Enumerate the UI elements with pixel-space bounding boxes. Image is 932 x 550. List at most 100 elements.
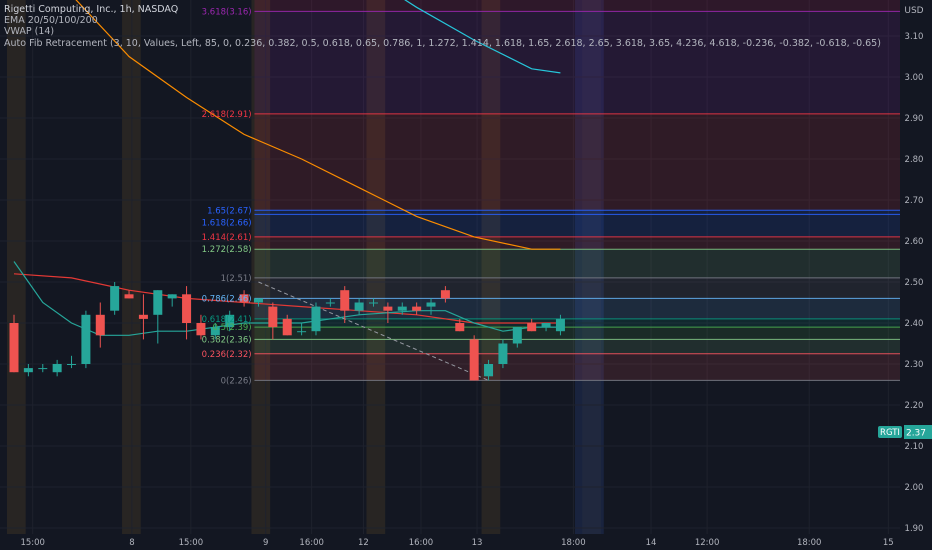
candle-body <box>9 323 19 373</box>
fib-level-label: 1.414(2.61) <box>202 233 252 243</box>
fib-zone <box>254 113 900 211</box>
candle-body <box>397 306 407 311</box>
candle-body <box>81 314 91 364</box>
fib-zone <box>254 210 900 215</box>
fib-level-label: 0.382(2.36) <box>202 335 252 345</box>
indicator-auto-fib[interactable]: Auto Fib Retracement (3, 10, Values, Lef… <box>4 37 881 49</box>
fib-level-label: 0.786(2.46) <box>202 294 252 304</box>
candle-body <box>541 323 551 328</box>
candle-body <box>52 364 62 373</box>
candle-body <box>182 294 192 323</box>
price-tick-label: 2.90 <box>905 114 924 124</box>
time-tick-label: 16:00 <box>409 538 434 548</box>
symbol-badge-label: RGTI <box>880 428 900 438</box>
candle-body <box>340 290 350 311</box>
candle-body <box>455 323 465 332</box>
candle-body <box>167 294 177 299</box>
fib-level-label: 0(2.26) <box>221 376 252 386</box>
fib-labels: 4.618(3.41)4.236(3.32)3.618(3.16)2.618(2… <box>202 7 252 386</box>
time-tick-label: 15 <box>883 538 894 548</box>
price-badge-bg <box>904 425 932 439</box>
time-tick-label: 8 <box>129 538 134 548</box>
fib-level-label: 2.618(2.91) <box>202 110 252 120</box>
indicator-ema[interactable]: EMA 20/50/100/200 <box>4 15 98 27</box>
time-tick-label: 16:00 <box>299 538 324 548</box>
price-tick-label: 2.50 <box>905 278 924 288</box>
price-tick-label: 2.60 <box>905 237 924 247</box>
session-band <box>7 0 26 534</box>
time-tick-label: 9 <box>263 538 268 548</box>
price-tick-label: 2.40 <box>905 319 924 329</box>
time-tick-label: 18:00 <box>561 538 586 548</box>
price-tick-label: 2.10 <box>905 442 924 452</box>
time-tick-label: 15:00 <box>179 538 204 548</box>
candle-body <box>38 368 48 370</box>
indicator-vwap[interactable]: VWAP (14) <box>4 26 55 38</box>
candle-body <box>498 343 508 364</box>
candle-body <box>23 368 33 373</box>
candle-body <box>124 294 134 299</box>
candle-body <box>325 302 335 304</box>
fib-level-label: 0.5(2.39) <box>213 323 252 333</box>
candle-body <box>440 290 450 299</box>
session-band <box>481 0 501 534</box>
time-tick-label: 14 <box>646 538 657 548</box>
session-bands <box>7 0 604 534</box>
candle-body <box>484 364 494 377</box>
candle-body <box>512 327 522 344</box>
candle-body <box>210 327 220 336</box>
price-tick-label: 1.90 <box>905 524 924 534</box>
candle-body <box>555 318 565 332</box>
fib-zone <box>254 249 900 278</box>
fib-level-label: 3.618(3.16) <box>202 7 252 17</box>
currency-label: USD <box>904 6 923 16</box>
ema100-line <box>404 0 561 74</box>
chart-legend: Rigetti Computing, Inc., 1h, NASDAQ EMA … <box>4 4 881 49</box>
candle-body <box>225 314 235 328</box>
fib-zone <box>254 277 900 299</box>
price-tick-label: 3.10 <box>905 32 924 42</box>
fib-level-label: 0.618(2.41) <box>202 315 252 325</box>
fib-zone <box>254 298 900 319</box>
candle-body <box>95 314 105 336</box>
candle-body <box>268 306 278 328</box>
fib-zone <box>254 11 900 114</box>
time-axis[interactable]: 15:00 8 15:00 9 16:00 12 16:00 13 18:00 14 12:00 18… <box>20 538 893 548</box>
ema50-line <box>75 0 561 250</box>
candle-body <box>469 339 479 381</box>
price-axis[interactable]: 1.90 2.00 2.10 2.20 2.30 2.40 2.50 2.60 2.70 2.80… <box>905 0 924 534</box>
grid-lines <box>0 0 900 534</box>
candle-body <box>282 318 292 336</box>
candle-body <box>67 364 77 365</box>
fib-zone <box>254 339 900 354</box>
price-tick-label: 2.20 <box>905 401 924 411</box>
vwap-line <box>13 261 561 336</box>
price-tick-label: 2.00 <box>905 483 924 493</box>
fib-level-label: 1.618(2.66) <box>202 218 252 228</box>
time-tick-label: 12 <box>358 538 369 548</box>
candle-body <box>311 306 321 332</box>
candle-body <box>138 314 148 319</box>
fib-zone <box>254 0 900 12</box>
fib-zone <box>254 327 900 340</box>
fib-zone <box>254 214 900 237</box>
fib-zone <box>254 318 900 328</box>
fib-zone <box>254 236 900 250</box>
candle-body <box>153 290 163 315</box>
price-tick-label: 2.80 <box>905 155 924 165</box>
candle-body <box>253 298 263 303</box>
symbol-price-badge: RGTI 2.37 <box>878 425 932 439</box>
time-tick-label: 18:00 <box>797 538 822 548</box>
symbol-title[interactable]: Rigetti Computing, Inc., 1h, NASDAQ <box>4 4 179 15</box>
fib-zones <box>254 0 900 381</box>
fib-level-label: 0.236(2.32) <box>202 350 252 360</box>
price-tick-label: 2.70 <box>905 196 924 206</box>
fib-level-label: 1.272(2.58) <box>202 245 252 255</box>
session-band <box>122 0 141 534</box>
fib-zone <box>254 353 900 381</box>
session-band-blue <box>575 0 604 534</box>
candle-body <box>110 286 120 311</box>
price-tick-label: 3.00 <box>905 73 924 83</box>
time-tick-label: 12:00 <box>695 538 720 548</box>
